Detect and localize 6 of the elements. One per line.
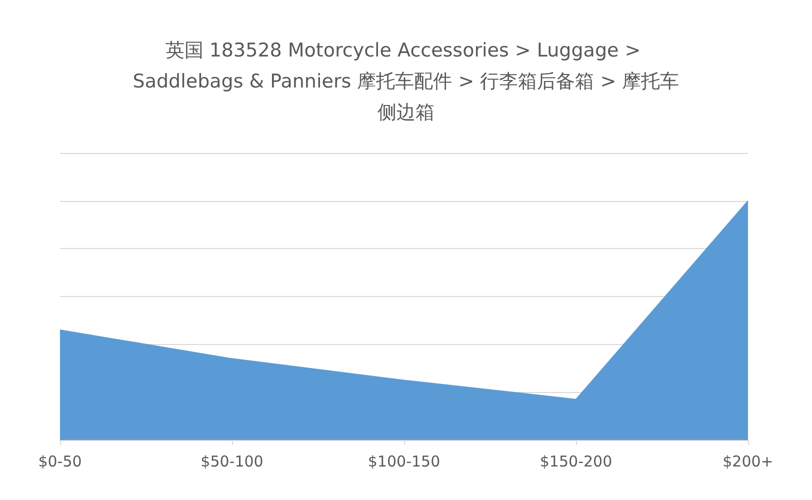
x-tick-label: $100-150 [368,452,440,470]
x-tick-label: $150-200 [540,452,612,470]
x-tick-label: $50-100 [200,452,264,470]
x-tick-label: $0-50 [38,452,82,470]
chart-title: 英国 183528 Motorcycle Accessories > Luggage > Saddlebags & Panniers 摩托车配件 > 行李箱后备箱 > 摩托车侧边箱 [132,40,680,124]
x-tick-label: $200+ [722,452,774,470]
